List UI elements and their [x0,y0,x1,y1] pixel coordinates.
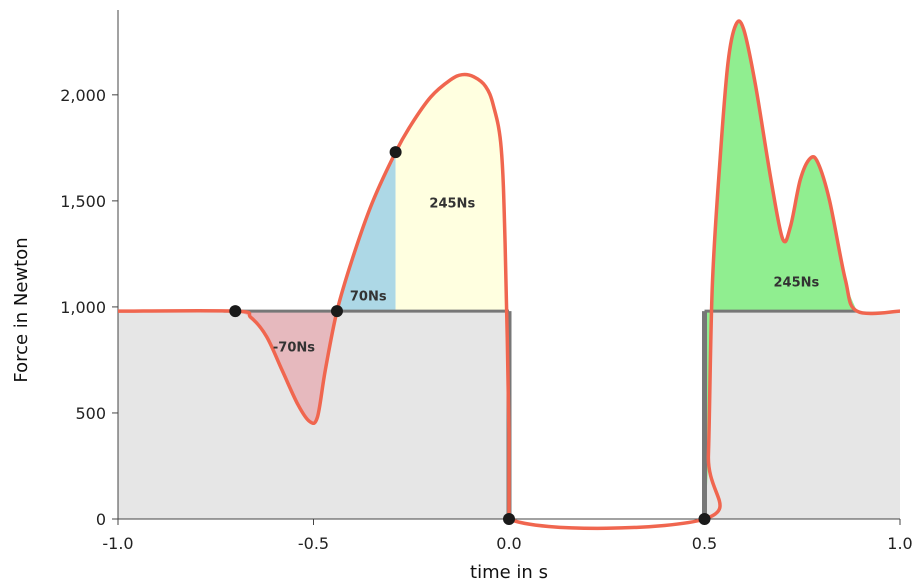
force-curve [117,19,901,531]
y-tick-label: 2,000 [60,86,106,105]
impulse-region-2 [395,74,509,520]
impulse-label-0: -70Ns [273,340,315,355]
region-labels: -70Ns 70Ns 245Ns 245Ns [273,196,820,355]
marker-point [503,513,515,525]
marker-point [330,305,343,318]
marker-point [389,146,402,159]
force-curve-layer [117,19,901,531]
marker-points [229,146,711,525]
impulse-label-2: 245Ns [429,196,475,211]
x-tick-label: -0.5 [298,534,329,553]
y-tick-label: 1,500 [60,192,106,211]
impulse-region-1 [336,152,396,312]
impulse-label-1: 70Ns [350,289,387,304]
impulse-regions [235,21,857,520]
impulse-label-3: 245Ns [774,275,820,290]
x-tick-label: 0.5 [692,534,717,553]
marker-point [698,513,711,525]
y-tick-label: 1,000 [60,298,106,317]
x-tick-label: 0.0 [496,534,521,553]
impulse-region-0 [235,311,337,424]
y-tick-label: 0 [96,510,106,529]
marker-point [229,305,242,318]
y-tick-label: 500 [75,404,106,423]
x-tick-label: 1.0 [887,534,912,553]
impulse-region-3 [704,21,857,520]
x-axis-title: time in s [470,562,548,583]
x-tick-label: -1.0 [102,534,133,553]
y-axis-title: Force in Newton [11,237,32,382]
